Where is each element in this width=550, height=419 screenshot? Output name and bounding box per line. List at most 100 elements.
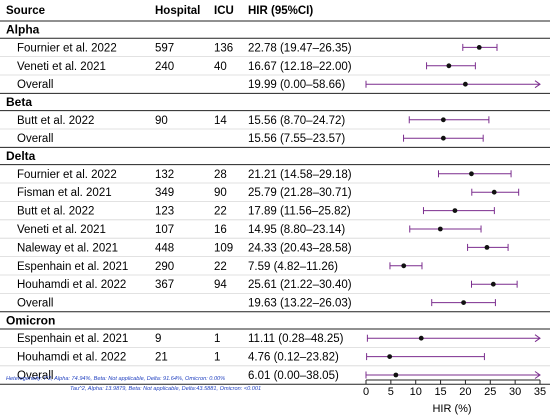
study-row: Houhamdi et al. 2022 21 1 4.76 (0.12–23.82): [0, 352, 550, 367]
row-icu: 94: [214, 279, 227, 291]
row-hir: 14.95 (8.80–23.14): [248, 224, 345, 236]
footnotes: Heterogeneity: I^2, Alpha: 74.94%, Beta:…: [6, 376, 261, 392]
row-icu: 16: [214, 224, 227, 236]
study-row: Naleway et al. 2021 448 109 24.33 (20.43–28…: [0, 242, 550, 258]
point-estimate: [476, 45, 482, 50]
x-axis: HIR (%) 0 5 10 15 20 25 30 35: [363, 379, 546, 415]
ci-arrow: [534, 80, 541, 89]
x-tick-label: 30: [509, 386, 521, 398]
row-icu: 1: [214, 333, 220, 345]
point-estimate: [461, 300, 466, 305]
forest-rows: Alpha Fournier et al. 2022 597 136 22.78 (19…: [0, 23, 550, 385]
point-estimate: [484, 245, 490, 250]
group-beta: Beta Butt et al. 2022 90 14 15.56 (8.70–24.7…: [0, 95, 550, 148]
row-icu: 136: [214, 42, 233, 54]
row-hospital: 9: [155, 333, 161, 345]
point-estimate: [469, 171, 474, 177]
row-icu: 22: [214, 206, 227, 218]
x-tick-label: 20: [459, 386, 471, 398]
row-hospital: 123: [155, 206, 174, 218]
header-hospital: Hospital: [155, 5, 200, 17]
row-hir: 19.63 (13.22–26.03): [248, 298, 352, 310]
ci-arrow: [534, 371, 541, 379]
study-row: Veneti et al. 2021 240 40 16.67 (12.18–22.0…: [0, 61, 550, 76]
row-hir: 19.99 (0.00–58.66): [248, 79, 345, 91]
row-hospital: 90: [155, 115, 168, 127]
group-label: Alpha: [6, 23, 40, 37]
point-estimate: [490, 281, 496, 287]
row-icu: 14: [214, 115, 227, 127]
row-source: Veneti et al. 2021: [17, 61, 106, 73]
row-source: Fisman et al. 2021: [17, 187, 112, 199]
row-hir: 11.11 (0.28–48.25): [248, 333, 344, 345]
overall-row: Overall 19.99 (0.00–58.66): [17, 79, 541, 91]
group-alpha: Alpha Fournier et al. 2022 597 136 22.78 (19…: [0, 23, 550, 94]
x-tick-label: 25: [484, 386, 496, 398]
row-icu: 90: [214, 187, 227, 199]
study-row: Espenhain et al. 2021 9 1 11.11 (0.28–48.25…: [0, 333, 550, 348]
x-axis-label: HIR (%): [432, 403, 471, 415]
row-icu: 1: [214, 352, 220, 364]
point-estimate: [393, 372, 399, 378]
row-hospital: 21: [155, 352, 168, 364]
row-hir: 25.61 (21.22–30.40): [248, 279, 352, 291]
x-tick-label: 5: [388, 386, 394, 398]
study-row: Veneti et al. 2021 107 16 14.95 (8.80–23.14…: [0, 224, 550, 239]
row-source: Houhamdi et al. 2022: [17, 352, 126, 364]
group-label: Omicron: [6, 313, 55, 327]
study-row: Butt et al. 2022 90 14 15.56 (8.70–24.72): [0, 115, 550, 130]
row-hir: 21.21 (14.58–29.18): [248, 169, 352, 181]
row-hir: 15.56 (8.70–24.72): [248, 115, 345, 127]
header-icu: ICU: [214, 5, 234, 17]
row-hospital: 448: [155, 242, 174, 254]
ci-arrow: [534, 334, 541, 343]
x-tick-label: 35: [534, 386, 546, 398]
row-hir: 7.59 (4.82–11.26): [248, 261, 338, 273]
group-label: Delta: [6, 149, 36, 163]
study-row: Fournier et al. 2022 597 136 22.78 (19.47–2…: [0, 42, 550, 57]
x-tick-label: 10: [410, 386, 422, 398]
study-row: Fournier et al. 2022 132 28 21.21 (14.58–29…: [0, 169, 550, 184]
row-icu: 22: [214, 261, 227, 273]
row-source: Overall: [17, 370, 53, 382]
row-hir: 24.33 (20.43–28.58): [248, 242, 352, 254]
point-estimate: [437, 226, 443, 232]
column-headers: Source Hospital ICU HIR (95%CI): [6, 5, 313, 17]
group-omicron: Omicron Espenhain et al. 2021 9 1 11.11 (0.2…: [0, 313, 550, 385]
row-source: Fournier et al. 2022: [17, 169, 117, 181]
row-hospital: 132: [155, 169, 174, 181]
header-hir: HIR (95%CI): [248, 5, 313, 17]
row-hir: 15.56 (7.55–23.57): [248, 133, 345, 145]
row-hospital: 240: [155, 61, 174, 73]
heterogeneity-footnote: Heterogeneity: I^2, Alpha: 74.94%, Beta:…: [6, 376, 225, 382]
study-row: Espenhain et al. 2021 290 22 7.59 (4.82–11.…: [0, 261, 550, 276]
x-tick-label: 0: [363, 386, 369, 398]
row-source: Veneti et al. 2021: [17, 224, 106, 236]
row-source: Overall: [17, 79, 53, 91]
point-estimate: [401, 263, 407, 269]
point-estimate: [440, 135, 446, 141]
row-icu: 28: [214, 169, 227, 181]
row-hospital: 367: [155, 279, 174, 291]
row-hir: 22.78 (19.47–26.35): [248, 42, 352, 54]
study-row: Fisman et al. 2021 349 90 25.79 (21.28–30.7…: [0, 187, 550, 202]
header-source: Source: [6, 5, 45, 17]
row-source: Fournier et al. 2022: [17, 42, 117, 54]
row-source: Naleway et al. 2021: [17, 242, 118, 254]
study-row: Butt et al. 2022 123 22 17.89 (11.56–25.82): [0, 206, 550, 221]
row-hir: 25.79 (21.28–30.71): [248, 187, 352, 199]
group-label: Beta: [6, 95, 32, 109]
row-source: Butt et al. 2022: [17, 115, 94, 127]
row-source: Overall: [17, 133, 53, 145]
group-delta: Delta Fournier et al. 2022 132 28 21.21 (14.…: [0, 149, 550, 313]
row-hir: 4.76 (0.12–23.82): [248, 352, 339, 364]
overall-row: Overall 6.01 (0.00–38.05): [17, 370, 541, 382]
point-estimate: [462, 81, 468, 87]
row-hospital: 349: [155, 187, 174, 199]
row-source: Butt et al. 2022: [17, 206, 94, 218]
row-source: Houhamdi et al. 2022: [17, 279, 126, 291]
point-estimate: [440, 117, 446, 123]
row-icu: 40: [214, 61, 227, 73]
overall-row: Overall 15.56 (7.55–23.57): [17, 133, 484, 145]
